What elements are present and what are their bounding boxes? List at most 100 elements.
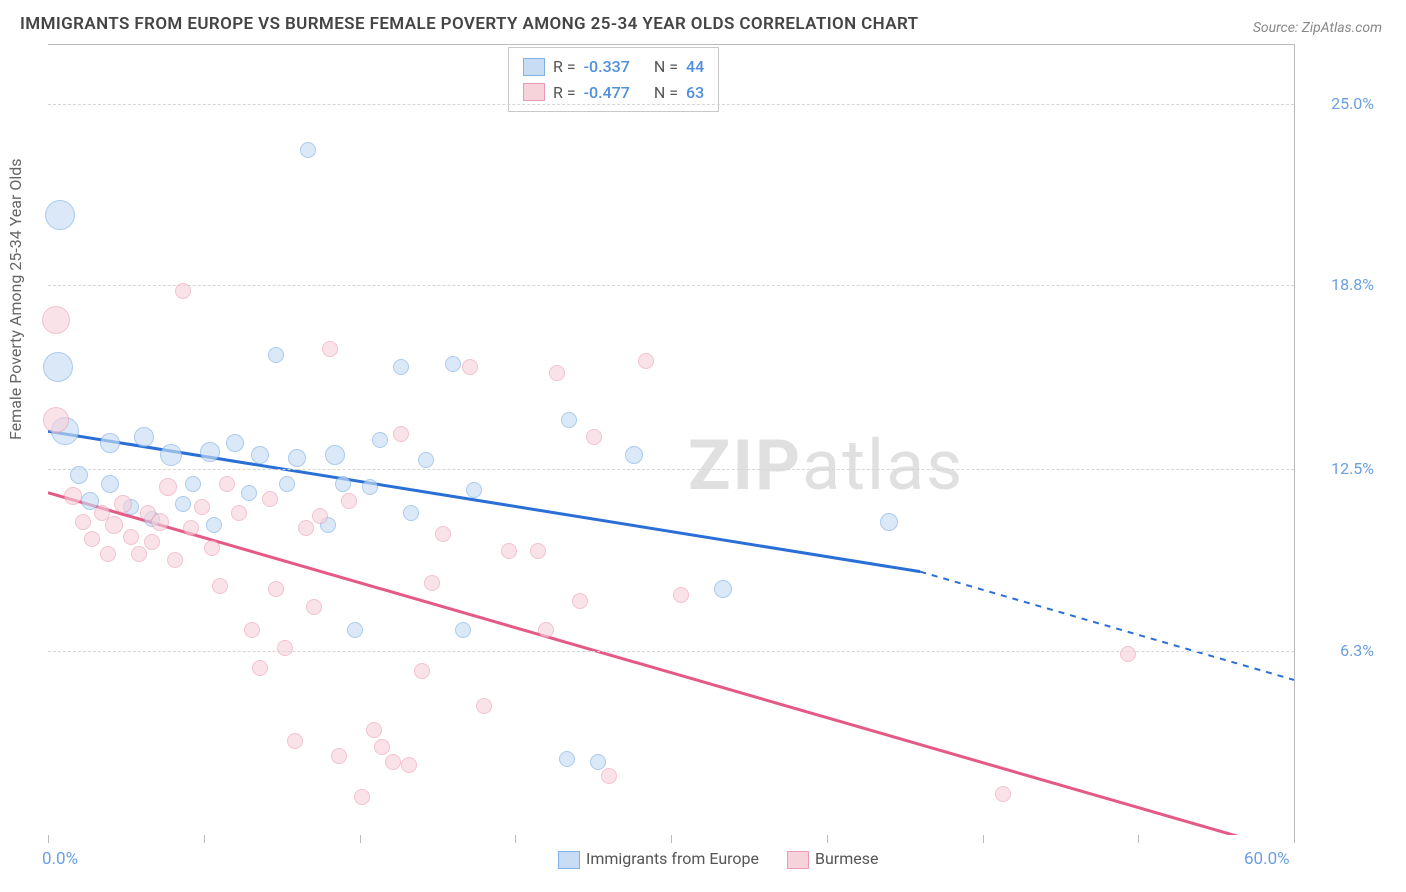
data-point	[366, 722, 382, 738]
data-point	[586, 429, 602, 445]
data-point	[151, 513, 169, 531]
x-tick	[671, 835, 672, 843]
data-point	[403, 505, 419, 521]
data-point	[268, 347, 284, 363]
legend-item: Burmese	[787, 849, 878, 869]
x-tick	[515, 835, 516, 843]
data-point	[306, 599, 322, 615]
data-point	[638, 353, 654, 369]
data-point	[372, 432, 388, 448]
gridline	[48, 651, 1294, 652]
data-point	[325, 445, 345, 465]
data-point	[424, 575, 440, 591]
gridline	[48, 469, 1294, 470]
data-point	[277, 640, 293, 656]
data-point	[501, 543, 517, 559]
data-point	[134, 427, 154, 447]
data-point	[183, 520, 199, 536]
data-point	[75, 514, 91, 530]
x-tick	[48, 835, 49, 843]
data-point	[354, 789, 370, 805]
x-tick-label: 0.0%	[42, 849, 78, 869]
data-point	[64, 487, 82, 505]
data-point	[268, 581, 284, 597]
data-point	[549, 365, 565, 381]
watermark-bold: ZIP	[688, 425, 802, 507]
data-point	[105, 516, 123, 534]
y-tick-label: 18.8%	[1304, 275, 1374, 294]
legend-item: Immigrants from Europe	[558, 849, 759, 869]
data-point	[1120, 646, 1136, 662]
data-point	[538, 622, 554, 638]
data-point	[385, 754, 401, 770]
series-legend: Immigrants from Europe Burmese	[558, 849, 878, 869]
data-point	[374, 739, 390, 755]
gridline	[48, 285, 1294, 286]
data-point	[175, 496, 191, 512]
data-point	[995, 786, 1011, 802]
data-point	[288, 449, 306, 467]
data-point	[100, 546, 116, 562]
y-tick-label: 12.5%	[1304, 459, 1374, 478]
data-point	[331, 748, 347, 764]
data-point	[466, 482, 482, 498]
data-point	[287, 733, 303, 749]
data-point	[414, 663, 430, 679]
data-point	[455, 622, 471, 638]
data-point	[42, 306, 70, 334]
scatter-plot-area: ZIPatlas R =-0.337 N =44R =-0.477 N =63 …	[48, 44, 1295, 835]
data-point	[341, 493, 357, 509]
data-point	[262, 491, 278, 507]
data-point	[572, 593, 588, 609]
data-point	[252, 660, 268, 676]
data-point	[401, 757, 417, 773]
data-point	[241, 485, 257, 501]
data-point	[100, 433, 120, 453]
data-point	[185, 476, 201, 492]
data-point	[312, 508, 328, 524]
data-point	[200, 442, 220, 462]
data-point	[167, 552, 183, 568]
data-point	[160, 444, 182, 466]
source-site: ZipAtlas.com	[1302, 20, 1382, 36]
x-tick	[1294, 835, 1295, 843]
data-point	[84, 531, 100, 547]
data-point	[231, 505, 247, 521]
data-point	[435, 526, 451, 542]
data-point	[101, 475, 119, 493]
data-point	[347, 622, 363, 638]
data-point	[123, 529, 139, 545]
data-point	[45, 200, 75, 230]
y-axis-label: Female Poverty Among 25-34 Year Olds	[6, 158, 25, 440]
correlation-legend: R =-0.337 N =44R =-0.477 N =63	[508, 47, 719, 112]
data-point	[212, 578, 228, 594]
x-tick	[827, 835, 828, 843]
watermark: ZIPatlas	[688, 425, 964, 507]
data-point	[279, 476, 295, 492]
data-point	[559, 751, 575, 767]
data-point	[362, 479, 378, 495]
legend-row: R =-0.477 N =63	[523, 80, 704, 106]
data-point	[251, 446, 269, 464]
x-tick-label: 60.0%	[1244, 849, 1290, 869]
data-point	[159, 478, 177, 496]
data-point	[561, 412, 577, 428]
data-point	[298, 520, 314, 536]
chart-title: IMMIGRANTS FROM EUROPE VS BURMESE FEMALE…	[20, 14, 919, 34]
data-point	[219, 476, 235, 492]
data-point	[476, 698, 492, 714]
x-tick	[1138, 835, 1139, 843]
data-point	[206, 517, 222, 533]
data-point	[445, 356, 461, 372]
y-tick-label: 6.3%	[1304, 641, 1374, 660]
watermark-light: atlas	[802, 425, 964, 507]
data-point	[70, 466, 88, 484]
data-point	[131, 546, 147, 562]
source-attribution: Source: ZipAtlas.com	[1253, 20, 1382, 36]
data-point	[194, 499, 210, 515]
data-point	[673, 587, 689, 603]
data-point	[114, 495, 132, 513]
data-point	[300, 142, 316, 158]
data-point	[462, 359, 478, 375]
x-tick	[204, 835, 205, 843]
